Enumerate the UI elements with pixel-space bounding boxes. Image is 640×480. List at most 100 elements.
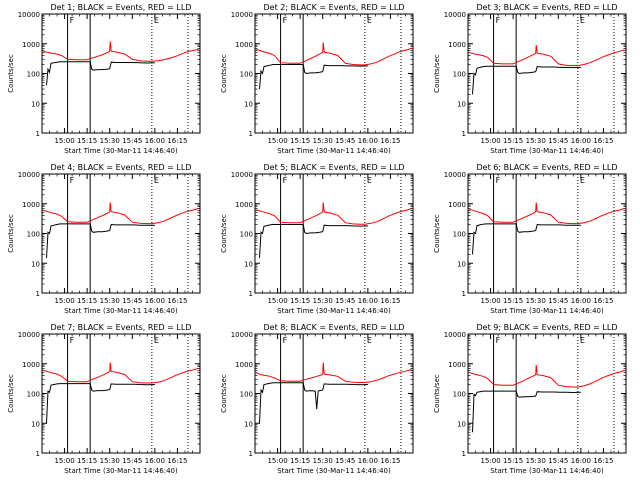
plot-frame — [467, 333, 627, 454]
plot-frame — [254, 173, 414, 294]
x-tick-label: 15:00 — [267, 137, 287, 145]
chart-panel-7: Det 7; BLACK = Events, RED = LLD 1 10 100 10… — [7, 323, 201, 475]
x-axis-label: Start Time (30-Mar-11 14:46:40) — [64, 147, 178, 155]
x-tick-label: 15:15 — [503, 457, 523, 465]
x-tick-label: 15:30 — [313, 137, 333, 145]
y-tick-label: 10000 — [18, 331, 40, 339]
plot-frame — [254, 333, 414, 454]
x-tick-label: 15:30 — [313, 297, 333, 305]
x-tick-label: 15:00 — [480, 297, 500, 305]
x-tick-label: 16:00 — [145, 457, 165, 465]
x-tick-label: 16:00 — [358, 457, 378, 465]
x-tick-label: 15:45 — [335, 137, 355, 145]
flag-f-marker: F — [496, 336, 501, 345]
x-tick-label: 16:00 — [358, 297, 378, 305]
events-series-line — [259, 224, 368, 259]
y-tick-label: 10 — [244, 260, 253, 268]
x-axis-label: Start Time (30-Mar-11 14:46:40) — [490, 307, 604, 315]
y-tick-label: 100 — [453, 391, 466, 399]
lld-series-line — [256, 42, 412, 66]
x-tick-label: 16:00 — [358, 137, 378, 145]
x-tick-label: 15:00 — [54, 137, 74, 145]
x-tick-label: 15:45 — [335, 297, 355, 305]
x-tick-label: 15:15 — [290, 137, 310, 145]
x-axis-label: Start Time (30-Mar-11 14:46:40) — [64, 467, 178, 475]
y-tick-label: 1 — [249, 450, 253, 458]
x-tick-label: 15:30 — [100, 297, 120, 305]
x-tick-label: 15:15 — [290, 297, 310, 305]
x-tick-label: 15:00 — [480, 457, 500, 465]
flag-f-marker: F — [283, 176, 288, 185]
y-tick-label: 10000 — [18, 171, 40, 179]
events-series-line — [472, 65, 581, 95]
x-tick-label: 15:45 — [335, 457, 355, 465]
y-tick-label: 10 — [244, 420, 253, 428]
x-tick-label: 15:30 — [526, 457, 546, 465]
events-series-line — [46, 223, 155, 259]
events-series-line — [472, 223, 581, 255]
y-tick-label: 100 — [453, 231, 466, 239]
flag-e-marker: E — [154, 176, 159, 185]
y-axis-label: Counts/sec — [433, 54, 441, 93]
y-tick-label: 1000 — [448, 201, 466, 209]
x-tick-label: 15:30 — [526, 297, 546, 305]
y-tick-label: 10000 — [18, 11, 40, 19]
x-tick-label: 15:15 — [503, 297, 523, 305]
events-series-line — [259, 382, 368, 424]
x-tick-label: 16:15 — [380, 137, 400, 145]
x-tick-label: 16:00 — [145, 137, 165, 145]
y-axis-label: Counts/sec — [7, 54, 15, 93]
y-tick-label: 100 — [27, 231, 40, 239]
y-tick-label: 10000 — [231, 171, 253, 179]
y-tick-label: 100 — [240, 231, 253, 239]
y-tick-label: 1 — [462, 130, 466, 138]
y-tick-label: 1000 — [22, 201, 40, 209]
flag-e-marker: E — [580, 16, 585, 25]
events-series-line — [46, 61, 155, 86]
flag-e-marker: E — [367, 176, 372, 185]
y-tick-label: 10000 — [231, 331, 253, 339]
x-tick-label: 15:00 — [267, 297, 287, 305]
x-tick-label: 16:00 — [571, 297, 591, 305]
lld-series-line — [256, 202, 412, 225]
plot-frame — [467, 173, 627, 294]
chart-title: Det 3; BLACK = Events, RED = LLD — [477, 3, 618, 12]
chart-title: Det 5; BLACK = Events, RED = LLD — [264, 163, 405, 172]
y-axis-label: Counts/sec — [7, 214, 15, 253]
y-tick-label: 100 — [27, 71, 40, 79]
x-tick-label: 15:00 — [480, 137, 500, 145]
flag-f-marker: F — [70, 176, 75, 185]
x-tick-label: 16:15 — [593, 457, 613, 465]
y-tick-label: 10000 — [444, 331, 466, 339]
chart-title: Det 4; BLACK = Events, RED = LLD — [51, 163, 192, 172]
y-tick-label: 100 — [453, 71, 466, 79]
x-tick-label: 16:15 — [167, 137, 187, 145]
y-tick-label: 1 — [36, 130, 40, 138]
x-tick-label: 15:45 — [122, 137, 142, 145]
plot-frame — [467, 13, 627, 134]
y-tick-label: 10 — [457, 260, 466, 268]
y-axis-label: Counts/sec — [220, 54, 228, 93]
chart-title: Det 6; BLACK = Events, RED = LLD — [477, 163, 618, 172]
y-tick-label: 1 — [36, 290, 40, 298]
lld-series-line — [43, 41, 199, 62]
y-tick-label: 10 — [244, 100, 253, 108]
x-tick-label: 16:00 — [571, 137, 591, 145]
y-tick-label: 1 — [462, 450, 466, 458]
x-axis-label: Start Time (30-Mar-11 14:46:40) — [277, 307, 391, 315]
lld-series-line — [469, 202, 625, 225]
y-tick-label: 10 — [457, 100, 466, 108]
chart-panel-8: Det 8; BLACK = Events, RED = LLD 1 10 100 10… — [220, 323, 414, 475]
x-tick-label: 15:45 — [548, 457, 568, 465]
y-tick-label: 10000 — [444, 171, 466, 179]
plot-frame — [41, 173, 201, 294]
x-axis-label: Start Time (30-Mar-11 14:46:40) — [490, 147, 604, 155]
flag-e-marker: E — [154, 336, 159, 345]
y-axis-label: Counts/sec — [220, 374, 228, 413]
y-axis-label: Counts/sec — [433, 374, 441, 413]
y-tick-label: 1000 — [448, 41, 466, 49]
chart-title: Det 9; BLACK = Events, RED = LLD — [477, 323, 618, 332]
flag-e-marker: E — [154, 16, 159, 25]
x-tick-label: 16:15 — [593, 297, 613, 305]
